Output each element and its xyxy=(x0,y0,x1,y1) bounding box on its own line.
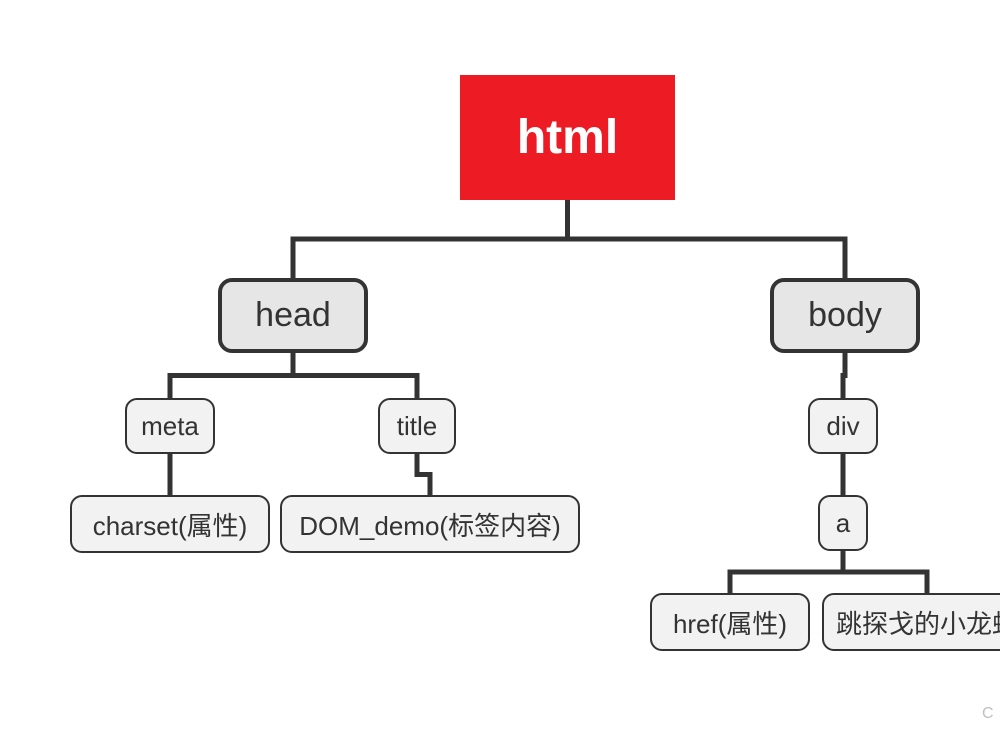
edge xyxy=(417,454,430,495)
node-label: html xyxy=(517,110,618,165)
node-href: href(属性) xyxy=(650,593,810,651)
node-body: body xyxy=(770,278,920,353)
node-label: 跳探戈的小龙虾 xyxy=(836,604,1000,641)
node-label: meta xyxy=(141,411,199,442)
node-label: title xyxy=(397,411,437,442)
node-meta: meta xyxy=(125,398,215,454)
node-title: title xyxy=(378,398,456,454)
node-label: body xyxy=(808,296,882,335)
diagram-canvas: C html head body meta title div charset(属性) DOM… xyxy=(0,0,1000,729)
watermark-text: C xyxy=(982,705,994,723)
node-label: head xyxy=(255,296,331,335)
node-head: head xyxy=(218,278,368,353)
node-label: charset(属性) xyxy=(93,506,248,543)
node-domdemo: DOM_demo(标签内容) xyxy=(280,495,580,553)
node-tangxia: 跳探戈的小龙虾 xyxy=(822,593,1000,651)
edge xyxy=(843,353,845,398)
node-label: href(属性) xyxy=(673,604,787,641)
node-label: DOM_demo(标签内容) xyxy=(299,506,560,543)
node-a: a xyxy=(818,495,868,551)
node-html: html xyxy=(460,75,675,200)
node-label: div xyxy=(826,411,859,442)
node-div: div xyxy=(808,398,878,454)
node-label: a xyxy=(836,508,850,539)
node-charset: charset(属性) xyxy=(70,495,270,553)
